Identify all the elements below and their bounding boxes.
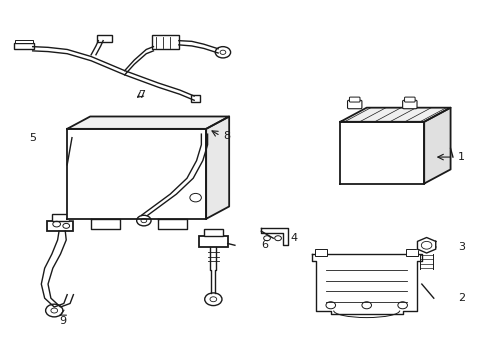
FancyBboxPatch shape bbox=[347, 100, 361, 109]
Bar bbox=[152, 35, 179, 49]
Text: 5: 5 bbox=[29, 133, 36, 143]
Bar bbox=[15, 43, 34, 49]
Bar bbox=[47, 221, 73, 231]
Polygon shape bbox=[417, 238, 435, 253]
Bar bbox=[199, 237, 227, 247]
Bar bbox=[349, 141, 414, 170]
Bar bbox=[129, 139, 172, 198]
Text: 2: 2 bbox=[457, 293, 464, 303]
Polygon shape bbox=[340, 122, 424, 184]
Text: 1: 1 bbox=[457, 152, 464, 162]
Bar bbox=[406, 249, 417, 256]
Polygon shape bbox=[340, 108, 449, 122]
Text: 4: 4 bbox=[289, 233, 297, 243]
Bar bbox=[197, 122, 212, 126]
Bar bbox=[52, 214, 68, 221]
Bar bbox=[315, 249, 326, 256]
Bar bbox=[97, 35, 112, 42]
FancyBboxPatch shape bbox=[349, 97, 359, 102]
FancyBboxPatch shape bbox=[402, 100, 416, 109]
Text: 8: 8 bbox=[223, 131, 229, 141]
Text: 9: 9 bbox=[59, 316, 66, 326]
FancyBboxPatch shape bbox=[404, 97, 414, 102]
Polygon shape bbox=[67, 129, 206, 219]
Bar bbox=[182, 164, 194, 173]
Polygon shape bbox=[206, 117, 229, 219]
Bar bbox=[190, 95, 200, 102]
Text: 3: 3 bbox=[457, 242, 464, 252]
Text: 7: 7 bbox=[138, 90, 145, 100]
Bar bbox=[203, 229, 223, 237]
Polygon shape bbox=[424, 108, 449, 184]
Polygon shape bbox=[67, 117, 229, 129]
Bar bbox=[16, 40, 33, 43]
Text: 6: 6 bbox=[261, 240, 268, 250]
Bar bbox=[79, 141, 115, 187]
Polygon shape bbox=[261, 228, 287, 245]
Bar bbox=[194, 126, 215, 134]
Polygon shape bbox=[311, 254, 421, 314]
